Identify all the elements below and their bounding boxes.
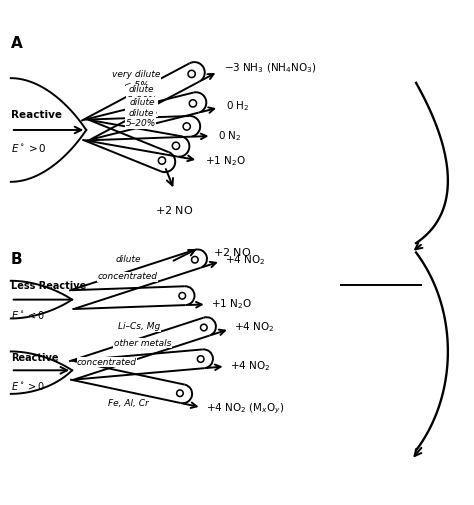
Text: Reactive: Reactive xyxy=(11,353,58,363)
Text: $E^\circ < 0$: $E^\circ < 0$ xyxy=(11,309,45,321)
Text: $+1$ N$_2$O: $+1$ N$_2$O xyxy=(211,297,252,311)
Text: $+2$ NO: $+2$ NO xyxy=(213,246,252,259)
Text: other metals: other metals xyxy=(114,339,171,348)
Text: dilute: dilute xyxy=(116,255,141,264)
Text: $+2$ NO: $+2$ NO xyxy=(155,204,193,216)
Text: A: A xyxy=(11,36,23,50)
Text: Fe, Al, Cr: Fe, Al, Cr xyxy=(108,399,149,408)
Text: $E^\circ > 0$: $E^\circ > 0$ xyxy=(11,380,45,392)
Text: $0$ H$_2$: $0$ H$_2$ xyxy=(226,99,249,113)
Text: Less Reactive: Less Reactive xyxy=(11,281,86,291)
Text: concentrated: concentrated xyxy=(98,272,158,281)
Text: $+4$ NO$_2$: $+4$ NO$_2$ xyxy=(234,321,274,334)
Text: $-3$ NH$_3$ (NH$_4$NO$_3$): $-3$ NH$_3$ (NH$_4$NO$_3$) xyxy=(224,62,317,75)
Text: $+4$ NO$_2$: $+4$ NO$_2$ xyxy=(225,253,265,267)
Text: $+4$ NO$_2$: $+4$ NO$_2$ xyxy=(230,359,271,373)
Text: B: B xyxy=(11,252,22,268)
Text: concentrated: concentrated xyxy=(77,358,137,367)
Text: dilute
5–20%: dilute 5–20% xyxy=(128,97,157,117)
Text: dilute
5–20%: dilute 5–20% xyxy=(127,85,157,105)
Text: very dilute
< 5%: very dilute < 5% xyxy=(112,70,160,90)
Text: Li–Cs, Mg: Li–Cs, Mg xyxy=(118,322,161,331)
Text: $+1$ N$_2$O: $+1$ N$_2$O xyxy=(205,155,246,168)
Text: Reactive: Reactive xyxy=(11,110,62,120)
Text: dilute
5–20%: dilute 5–20% xyxy=(126,109,156,128)
Text: $E^\circ > 0$: $E^\circ > 0$ xyxy=(11,142,46,154)
Text: $+4$ NO$_2$ (M$_x$O$_y$): $+4$ NO$_2$ (M$_x$O$_y$) xyxy=(206,401,284,416)
Text: $0$ N$_2$: $0$ N$_2$ xyxy=(219,129,242,142)
